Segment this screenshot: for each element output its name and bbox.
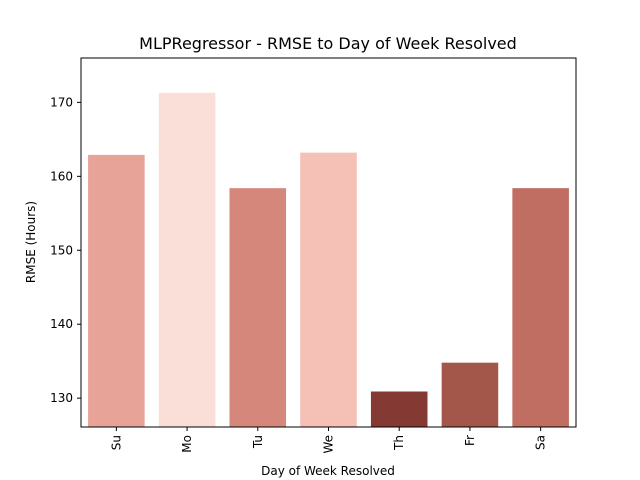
x-tick-label-tu: Tu bbox=[251, 435, 265, 449]
bars-group bbox=[88, 92, 569, 427]
bar-we bbox=[300, 152, 357, 427]
bar-th bbox=[370, 391, 428, 427]
x-tick-label-we: We bbox=[322, 435, 336, 454]
x-tick-label-mo: Mo bbox=[180, 435, 194, 453]
bar-sa bbox=[512, 188, 569, 427]
bar-su bbox=[88, 154, 145, 427]
x-tick-label-th: Th bbox=[392, 435, 406, 451]
x-tick-label-su: Su bbox=[109, 435, 123, 450]
x-axis-ticks: Su Mo Tu We Th Fr Sa bbox=[109, 427, 548, 454]
y-axis-label: RMSE (Hours) bbox=[24, 201, 38, 283]
x-tick-label-fr: Fr bbox=[463, 435, 477, 446]
bar-fr bbox=[441, 362, 499, 427]
chart-title: MLPRegressor - RMSE to Day of Week Resol… bbox=[139, 34, 517, 53]
x-tick-label-sa: Sa bbox=[534, 435, 548, 450]
plot-frame bbox=[80, 57, 577, 428]
x-axis-label: Day of Week Resolved bbox=[261, 464, 395, 478]
y-tick-label: 130 bbox=[50, 391, 73, 405]
y-axis-ticks: 130 140 150 160 170 bbox=[50, 95, 81, 405]
y-tick-label: 150 bbox=[50, 243, 73, 257]
bar-mo bbox=[158, 92, 216, 427]
y-tick-label: 170 bbox=[50, 95, 73, 109]
y-tick-label: 140 bbox=[50, 317, 73, 331]
y-tick-label: 160 bbox=[50, 169, 73, 183]
bar-tu bbox=[229, 188, 287, 427]
